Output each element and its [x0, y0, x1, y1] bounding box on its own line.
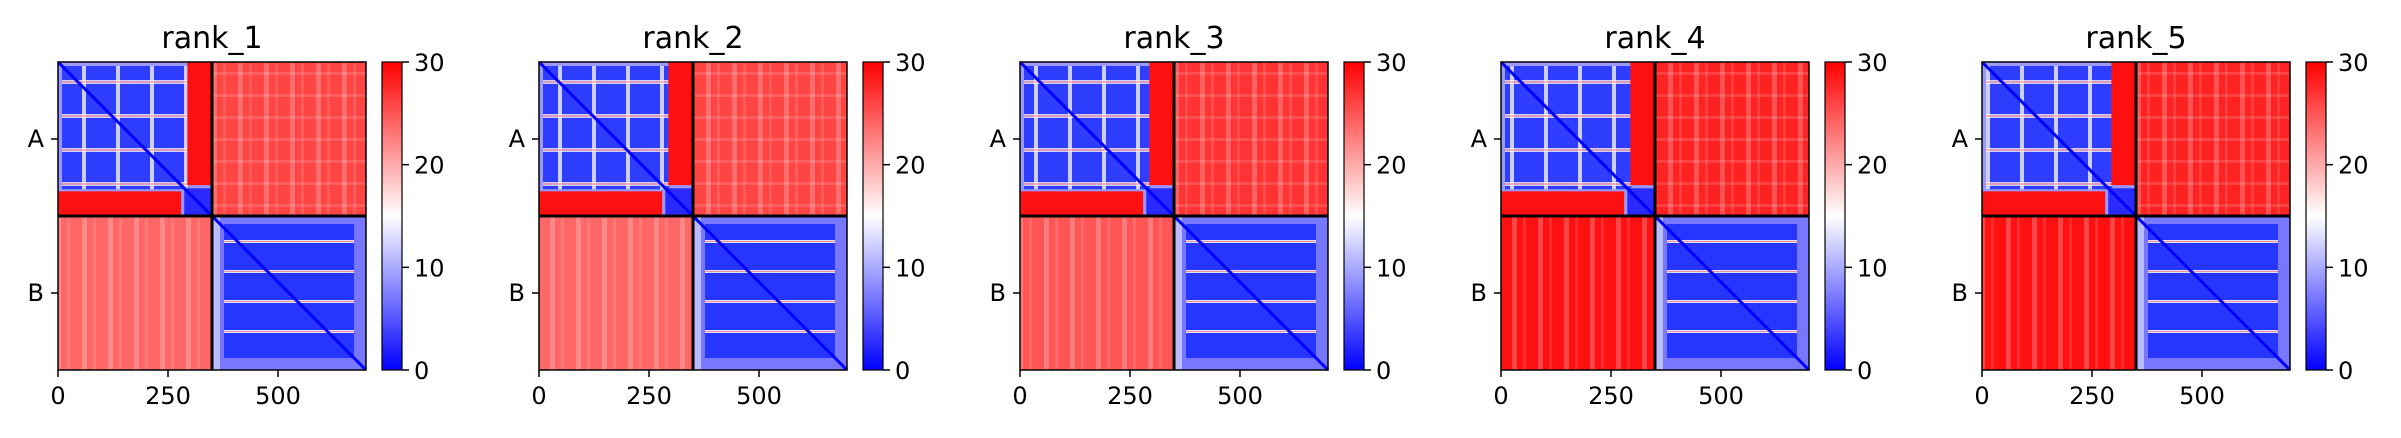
block-B-A-texture	[1020, 216, 1174, 370]
block-A-A-edge-bottom	[1501, 191, 1625, 216]
block-A-A-edge-right	[1630, 62, 1655, 186]
colorbar-tick-label: 20	[1857, 152, 1888, 180]
y-tick-label: B	[1471, 279, 1487, 307]
panel-title: rank_2	[642, 21, 743, 56]
colorbar-tick-label: 0	[2338, 357, 2353, 385]
colorbar-tick-label: 10	[2338, 254, 2369, 282]
block-A-A-edge-right	[1149, 62, 1174, 186]
y-tick-label: B	[1952, 279, 1968, 307]
block-B-A-texture	[58, 216, 212, 370]
x-tick-label: 500	[2179, 382, 2225, 410]
block-A-B-texture-h	[693, 62, 847, 216]
y-tick-label: A	[990, 125, 1007, 153]
block-A-A-edge-bottom	[58, 191, 182, 216]
y-tick-label: A	[1952, 125, 1969, 153]
block-A-A-edge-bottom	[1020, 191, 1144, 216]
block-A-A-edge-right	[187, 62, 212, 186]
heatmap-panel-3: rank_3 0 250 500 A B 0 10 20 30	[990, 21, 1407, 410]
block-B-B-edge	[2136, 216, 2144, 370]
panel-title: rank_3	[1123, 21, 1224, 56]
colorbar-tick-label: 10	[895, 254, 926, 282]
block-A-A-edge-right	[2111, 62, 2136, 186]
colorbar-frame	[1343, 61, 1365, 371]
colorbar	[863, 62, 883, 370]
heatmap-panel-5: rank_5 0 250 500 A B 0 10 20 30	[1952, 21, 2369, 410]
colorbar-tick-label: 10	[414, 254, 445, 282]
colorbar-tick-label: 20	[895, 152, 926, 180]
block-B-A-texture	[1982, 216, 2136, 370]
x-tick-label: 0	[50, 382, 65, 410]
x-tick-label: 500	[736, 382, 782, 410]
axes-frame	[1019, 61, 1329, 371]
block-A-B-texture-h	[2136, 62, 2290, 216]
heatmap-panel-4: rank_4 0 250 500 A B 0 10 20 30	[1471, 21, 1888, 410]
y-tick-label: B	[28, 279, 44, 307]
colorbar-tick-label: 10	[1857, 254, 1888, 282]
x-tick-label: 250	[626, 382, 672, 410]
x-tick-label: 250	[145, 382, 191, 410]
axes-frame	[57, 61, 367, 371]
block-A-B-texture-h	[1655, 62, 1809, 216]
colorbar-frame	[2305, 61, 2327, 371]
x-tick-label: 250	[1588, 382, 1634, 410]
x-tick-label: 250	[1107, 382, 1153, 410]
colorbar-tick-label: 0	[895, 357, 910, 385]
axes-frame	[538, 61, 848, 371]
block-B-B-edge	[693, 216, 701, 370]
block-B-B-edge	[1655, 216, 1663, 370]
heatmap-panel-1: rank_1 0 250 500 A B 0 10 20 30	[28, 21, 445, 410]
colorbar-tick-label: 30	[895, 49, 926, 77]
colorbar-tick-label: 30	[1857, 49, 1888, 77]
panel-title: rank_1	[161, 21, 262, 56]
x-tick-label: 0	[1974, 382, 1989, 410]
block-A-B-texture-h	[1174, 62, 1328, 216]
y-tick-label: B	[509, 279, 525, 307]
block-B-B-edge	[1174, 216, 1182, 370]
colorbar-tick-label: 20	[1376, 152, 1407, 180]
block-B-A-texture	[1501, 216, 1655, 370]
colorbar-tick-label: 0	[1857, 357, 1872, 385]
colorbar-tick-label: 0	[414, 357, 429, 385]
y-tick-label: A	[509, 125, 526, 153]
x-tick-label: 0	[1012, 382, 1027, 410]
block-A-A-edge-bottom	[1982, 191, 2106, 216]
heatmap-panel-2: rank_2 0 250 500 A B 0 10 20 30	[509, 21, 926, 410]
block-B-A-texture	[539, 216, 693, 370]
colorbar	[1344, 62, 1364, 370]
block-A-B-texture-h	[212, 62, 366, 216]
panel-title: rank_4	[1604, 21, 1705, 56]
colorbar-tick-label: 0	[1376, 357, 1391, 385]
axes-frame	[1500, 61, 1810, 371]
colorbar	[1825, 62, 1845, 370]
colorbar-tick-label: 20	[414, 152, 445, 180]
colorbar-tick-label: 30	[2338, 49, 2369, 77]
colorbar-tick-label: 20	[2338, 152, 2369, 180]
colorbar-frame	[381, 61, 403, 371]
colorbar	[2306, 62, 2326, 370]
y-tick-label: B	[990, 279, 1006, 307]
y-tick-label: A	[28, 125, 45, 153]
x-tick-label: 0	[1493, 382, 1508, 410]
x-tick-label: 500	[1698, 382, 1744, 410]
colorbar-tick-label: 30	[414, 49, 445, 77]
x-tick-label: 500	[1217, 382, 1263, 410]
x-tick-label: 250	[2069, 382, 2115, 410]
colorbar-frame	[1824, 61, 1846, 371]
block-A-A-edge-right	[668, 62, 693, 186]
y-tick-label: A	[1471, 125, 1488, 153]
panel-title: rank_5	[2085, 21, 2186, 56]
colorbar-frame	[862, 61, 884, 371]
colorbar-tick-label: 10	[1376, 254, 1407, 282]
x-tick-label: 0	[531, 382, 546, 410]
block-B-B-edge	[212, 216, 220, 370]
x-tick-label: 500	[255, 382, 301, 410]
colorbar	[382, 62, 402, 370]
colorbar-tick-label: 30	[1376, 49, 1407, 77]
axes-frame	[1981, 61, 2291, 371]
block-A-A-edge-bottom	[539, 191, 663, 216]
